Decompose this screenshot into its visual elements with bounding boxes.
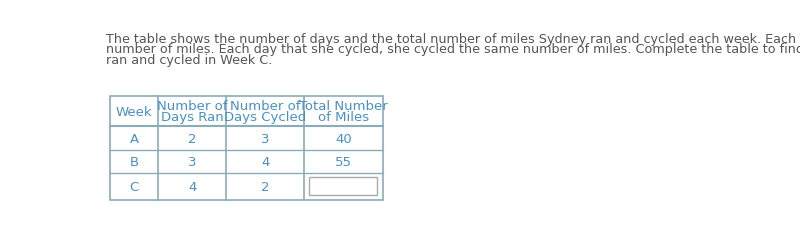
Text: Week: Week [116,105,153,118]
Text: A: A [130,132,138,145]
Text: 3: 3 [261,132,270,145]
Text: Number of: Number of [230,100,300,113]
Text: Days Cycled: Days Cycled [224,111,306,123]
Text: of Miles: of Miles [318,111,369,123]
Text: 3: 3 [188,155,197,168]
Text: C: C [130,180,138,193]
Text: 4: 4 [188,180,197,193]
Text: Number of: Number of [157,100,227,113]
Text: ran and cycled in Week C.: ran and cycled in Week C. [106,53,273,66]
Text: Total Number: Total Number [299,100,388,113]
Text: B: B [130,155,138,168]
Text: The table shows the number of days and the total number of miles Sydney ran and : The table shows the number of days and t… [106,33,800,46]
Text: 4: 4 [261,155,270,168]
Text: 40: 40 [335,132,352,145]
Text: Days Ran: Days Ran [161,111,224,123]
Text: number of miles. Each day that she cycled, she cycled the same number of miles. : number of miles. Each day that she cycle… [106,43,800,56]
Text: 2: 2 [188,132,197,145]
Text: 2: 2 [261,180,270,193]
Text: 55: 55 [335,155,352,168]
